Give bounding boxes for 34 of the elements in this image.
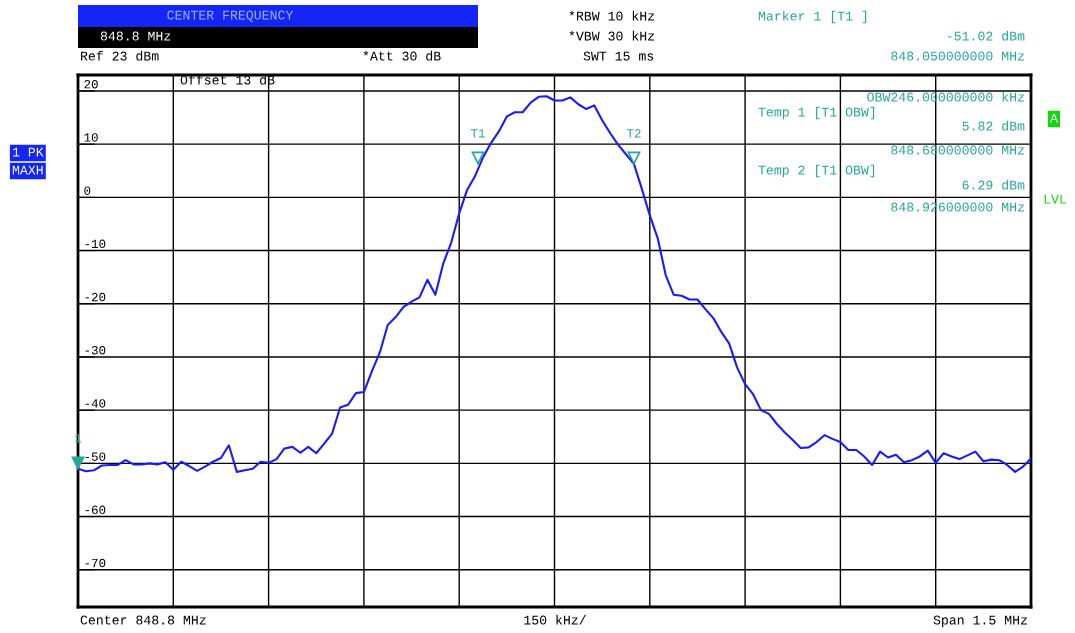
- text: 848.050000000 MHz: [891, 51, 1024, 61]
- text: CENTER FREQUENCY: [167, 10, 294, 22]
- annotation: T2: [626, 129, 641, 138]
- annotation: Temp 2 [T1 OBW]: [758, 164, 875, 178]
- text: 848.8 MHz: [100, 31, 171, 41]
- text: Ref 23 dBm: [81, 50, 159, 61]
- annotation: 6.29 dBm: [962, 179, 1025, 190]
- text: Marker 1 [T1 ]: [758, 10, 867, 24]
- text: MAXH: [12, 165, 43, 175]
- text: *RBW 10 kHz: [569, 10, 655, 21]
- y-tick-label: 10: [84, 133, 98, 142]
- text: *Att 30 dB: [363, 50, 441, 61]
- annotation: Temp 1 [T1 OBW]: [758, 106, 875, 120]
- text: *VBW 30 kHz: [569, 30, 655, 41]
- text: 150 kHz/: [524, 614, 586, 625]
- y-tick-label: -40: [85, 399, 106, 408]
- annotation: T1: [470, 129, 485, 138]
- y-tick-label: -70: [85, 558, 106, 568]
- annotation: 5.82 dBm: [962, 120, 1025, 131]
- y-tick-label: -30: [85, 346, 106, 355]
- text: A: [1050, 113, 1058, 123]
- annotation: 1: [75, 434, 82, 443]
- y-tick-label: -20: [85, 292, 106, 302]
- y-tick-label: 20: [84, 80, 98, 89]
- text: Span 1.5 MHz: [933, 615, 1027, 628]
- text: Center 848.8 MHz: [80, 615, 206, 625]
- y-tick-label: 0: [84, 186, 91, 195]
- y-tick-label: -60: [85, 505, 106, 515]
- text: -51.02 dBm: [947, 30, 1025, 41]
- y-tick-label: -10: [85, 239, 106, 249]
- y-tick-label: -50: [85, 452, 106, 461]
- text: 1 PK: [12, 147, 44, 157]
- text: LVL: [1044, 194, 1067, 204]
- text: SWT 15 ms: [583, 51, 654, 61]
